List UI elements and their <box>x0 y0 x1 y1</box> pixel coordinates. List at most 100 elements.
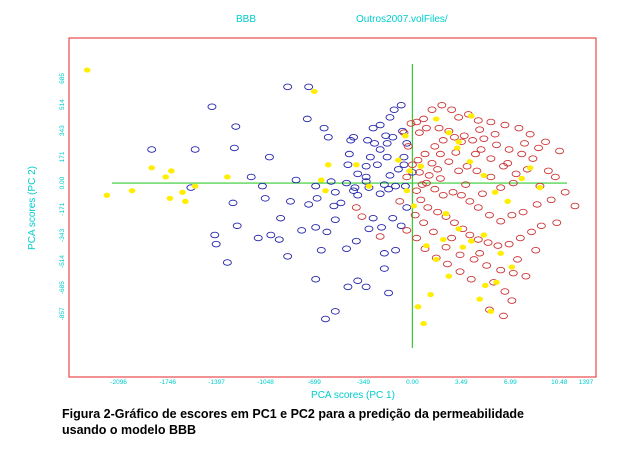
scatter-point-blue <box>364 225 374 233</box>
x-tick-label: -1746 <box>159 379 176 386</box>
scatter-point-red <box>419 115 429 123</box>
scatter-point-blue <box>322 228 332 236</box>
scatter-point-blue <box>400 182 410 190</box>
scatter-point-blue <box>190 146 200 153</box>
y-tick-labels: 685 514 343 171 0.00 -171 -343 -514 -685 -857 <box>59 73 66 321</box>
x-tick-label: -2096 <box>110 379 127 386</box>
scatter-point-blue <box>349 134 358 141</box>
scatter-point-blue <box>311 182 321 190</box>
scatter-point-red <box>508 269 518 277</box>
scatter-point-yellow <box>459 244 467 250</box>
scatter-point-yellow <box>402 133 409 139</box>
scatter-point-blue <box>231 123 241 130</box>
scatter-point-blue <box>246 173 256 181</box>
scatter-point-blue <box>368 214 378 222</box>
scatter-point-blue <box>344 150 354 158</box>
scatter-point-red <box>528 155 538 162</box>
scatter-point-red <box>430 185 440 193</box>
scatter-point-red <box>435 175 445 182</box>
scatter-point-yellow <box>83 67 91 73</box>
scatter-point-red <box>476 146 486 153</box>
scatter-point-red <box>424 172 434 179</box>
y-tick-label: 171 <box>59 151 66 162</box>
scatter-point-blue <box>211 240 221 248</box>
y-tick-label: -857 <box>59 307 66 320</box>
scatter-point-red <box>517 150 527 158</box>
scatter-point-red <box>536 222 546 230</box>
scatter-point-red <box>449 219 459 227</box>
x-tick-labels: -2096 -1746 -1397 -1048 -699 -349 0.00 3.49 6.99… <box>110 379 593 386</box>
scatter-point-red <box>482 262 492 269</box>
scatter-point-red <box>413 156 423 164</box>
scatter-point-yellow <box>427 291 434 298</box>
scatter-point-red <box>428 228 438 236</box>
figure-caption: Figura 2-Gráfico de escores em PC1 e PC2… <box>62 406 602 438</box>
scatter-point-red <box>465 198 475 205</box>
scatter-point-red <box>511 170 521 178</box>
y-tick-label: -685 <box>59 281 66 294</box>
scatter-point-red <box>507 211 517 219</box>
scatter-point-blue <box>291 176 301 184</box>
scatter-point-yellow <box>162 174 170 180</box>
scatter-point-red <box>421 124 431 132</box>
scatter-point-red <box>475 126 485 133</box>
scatter-point-blue <box>351 237 361 245</box>
scatter-point-blue <box>207 103 217 110</box>
scatter-point-yellow <box>445 273 453 279</box>
scatter-point-yellow <box>182 198 189 204</box>
scatter-point-yellow <box>493 279 500 285</box>
scatter-point-blue <box>382 153 392 161</box>
scatter-point-blue <box>342 245 351 252</box>
scatter-point-red <box>543 167 553 175</box>
scatter-point-yellow <box>322 188 329 194</box>
scatter-point-yellow <box>310 88 318 95</box>
scatter-point-blue <box>402 204 412 211</box>
scatter-point-yellow <box>480 232 488 238</box>
scatter-point-yellow <box>403 188 411 194</box>
scatter-point-blue <box>304 83 314 91</box>
scatter-point-red <box>504 146 514 153</box>
scatter-point-red <box>479 135 489 143</box>
scatter-point-red <box>441 243 451 251</box>
scatter-point-red <box>448 188 458 196</box>
scatter-point-red <box>513 256 522 263</box>
scatter-point-blue <box>222 259 232 266</box>
x-tick-label: 10.48 <box>551 379 568 386</box>
scatter-point-red <box>486 155 496 162</box>
scatter-point-red <box>403 143 413 150</box>
scatter-point-red <box>420 150 430 158</box>
scatter-point-blue <box>399 153 409 161</box>
scatter-point-blue <box>330 308 340 315</box>
scatter-point-yellow <box>395 157 402 163</box>
x-tick-label: -1397 <box>208 379 225 386</box>
x-tick-label: 3.49 <box>455 379 468 386</box>
scatter-point-red <box>414 129 424 136</box>
scatter-point-red <box>412 234 422 242</box>
scatter-point-red <box>520 140 529 147</box>
scatter-point-blue <box>363 137 372 144</box>
scatter-point-red <box>412 187 422 194</box>
scatter-point-yellow <box>455 139 462 145</box>
scatter-point-red <box>438 137 448 144</box>
scatter-point-yellow <box>439 236 447 243</box>
scatter-point-red <box>514 124 524 132</box>
scatter-points <box>83 67 580 327</box>
y-tick-label: -343 <box>59 229 66 242</box>
scatter-point-red <box>410 211 420 219</box>
scatter-point-red <box>570 202 580 210</box>
scatter-point-red <box>466 276 476 283</box>
y-tick-label: 0.00 <box>59 176 66 189</box>
scatter-point-blue <box>330 216 340 223</box>
scatter-point-red <box>518 208 528 216</box>
scatter-point-blue <box>329 202 339 210</box>
scatter-point-red <box>357 213 367 220</box>
scatter-point-yellow <box>491 189 499 195</box>
scatter-point-blue <box>260 195 270 202</box>
scatter-point-red <box>459 132 469 139</box>
header-left-label: BBB <box>236 14 256 25</box>
scatter-point-yellow <box>179 189 186 195</box>
x-axis-label: PCA scores (PC 1) <box>311 390 395 400</box>
scatter-point-yellow <box>467 113 475 119</box>
scatter-point-yellow <box>103 192 111 198</box>
scatter-point-red <box>447 234 457 242</box>
